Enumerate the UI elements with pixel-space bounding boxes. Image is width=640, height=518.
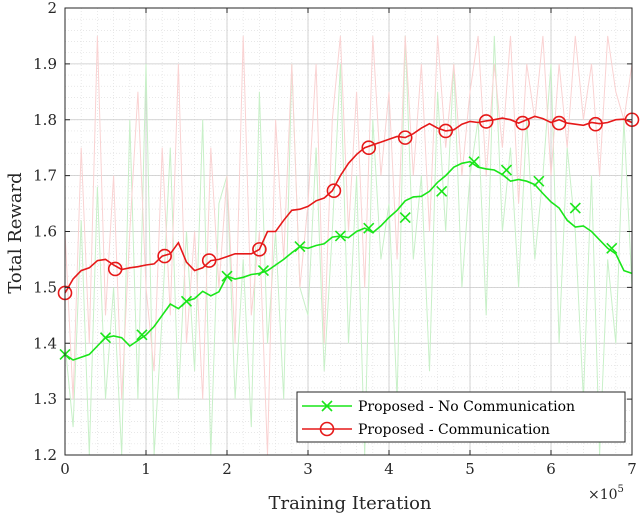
series-point [363,222,375,234]
point-stroke [180,295,193,307]
series-point [478,114,494,129]
x-axis-exponent: ×105 [588,484,624,503]
series-point [136,329,148,341]
marker-layer [57,112,640,360]
point-stroke [334,230,346,242]
series-point [500,164,513,176]
x-axis-exponent-base: ×10 [588,487,618,503]
series-point [334,230,346,242]
series-point [397,130,413,145]
point-stroke [436,185,448,197]
series-point [99,332,112,344]
series-point [257,265,270,277]
y-tick-label: 1.2 [33,446,57,464]
legend-label-no-communication: Proposed - No Communication [358,399,575,415]
x-tick-label: 5 [465,460,475,478]
y-axis-title: Total Reward [5,172,26,293]
legend-item-communication [302,421,352,437]
y-tick-label: 1.8 [33,111,57,129]
series-point [201,253,217,268]
series-point [361,140,377,155]
x-tick-label: 3 [303,460,313,478]
raw-series-line [64,35,633,456]
series-point [157,248,172,264]
y-tick-label: 2 [47,0,57,17]
y-tick-labels: 1.2 1.3 1.4 1.5 1.6 1.7 1.8 1.9 2 [33,0,57,464]
series-line [64,160,633,361]
y-tick-label: 1.9 [33,55,57,73]
point-stroke [257,265,270,277]
y-tick-label: 1.4 [33,334,57,352]
series-point [533,175,545,187]
series-point [569,202,581,214]
x-tick-label: 7 [627,460,637,478]
raw-series-line [64,35,633,456]
x-tick-label: 0 [60,460,70,478]
point-stroke [500,164,513,176]
x-axis-title: Training Iteration [268,493,431,514]
x-tick-label: 4 [384,460,394,478]
legend-marker [319,421,335,437]
point-stroke [294,241,306,253]
series-point [515,115,530,131]
axis-ticks [64,7,633,456]
point-stroke [363,222,375,234]
legend-box [296,391,626,443]
legend-label-communication: Proposed - Communication [358,422,550,438]
point-stroke [569,202,581,214]
x-axis-exponent-power: 5 [618,484,624,495]
series-point [606,242,618,254]
x-tick-labels: 0 1 2 3 4 5 6 7 [60,460,637,478]
point-stroke [533,175,545,187]
minor-grid [64,7,633,456]
y-tick-label: 1.3 [33,390,57,408]
series-point [294,241,306,253]
legend-marker [321,400,333,412]
point-stroke [221,270,233,282]
legend: Proposed - No Communication Proposed - C… [296,391,626,443]
series-point [326,183,342,199]
series-point [180,295,193,307]
series-point [468,156,480,168]
series-point [107,261,123,277]
x-tick-label: 6 [546,460,556,478]
series-point [588,116,603,132]
series-point [436,185,448,197]
point-stroke [136,329,148,341]
series-point [551,115,567,131]
point-stroke [99,332,112,344]
legend-item-no-communication [302,400,352,412]
point-stroke [468,156,480,168]
series-point [399,211,411,224]
series-point [438,123,454,139]
series-point [252,242,267,257]
y-tick-label: 1.7 [33,167,57,185]
point-stroke [399,211,411,224]
x-tick-label: 1 [141,460,151,478]
raw-series-layer [64,35,633,456]
series-point [221,270,233,282]
x-tick-label: 2 [222,460,232,478]
point-stroke [606,242,618,254]
y-tick-label: 1.5 [33,278,57,296]
y-tick-label: 1.6 [33,223,57,241]
